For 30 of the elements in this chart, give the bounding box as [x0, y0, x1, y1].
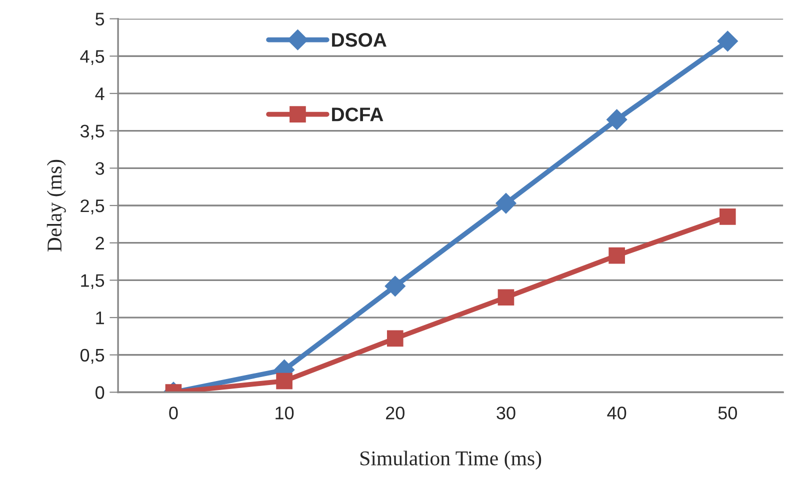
point	[606, 109, 628, 130]
x-tick-label: 40	[607, 406, 626, 420]
x-tick-label: 50	[718, 406, 737, 420]
y-tick-label: 4,5	[80, 50, 104, 65]
point	[496, 192, 516, 214]
point	[386, 330, 404, 347]
y-tick-label: 2	[96, 236, 104, 250]
y-tick-label: 1,5	[81, 274, 104, 290]
y-tick-label: 3,5	[80, 124, 104, 140]
point	[384, 276, 406, 297]
y-tick-label: 0,5	[80, 348, 104, 364]
point	[719, 208, 736, 225]
x-axis-title: Simulation Time (ms)	[360, 450, 542, 470]
legend-label: DCFA	[332, 108, 384, 122]
x-tick-label: 10	[276, 406, 294, 420]
y-tick-label: 1	[96, 312, 104, 324]
y-tick-label: 3	[96, 162, 104, 175]
x-tick-label: 30	[496, 406, 516, 420]
legend-label: DSOA	[332, 33, 386, 47]
y-tick-label: 5	[96, 12, 104, 26]
x-tick-label: 20	[386, 406, 404, 420]
y-tick-label: 0	[96, 386, 104, 399]
point	[498, 289, 514, 306]
point	[717, 30, 738, 52]
y-axis-title: Delay (ms)	[46, 160, 66, 252]
point	[608, 247, 625, 264]
x-tick-label: 0	[169, 406, 178, 420]
y-tick-label: 4	[95, 88, 104, 100]
y-tick-label: 2,5	[80, 199, 104, 214]
point	[276, 372, 292, 390]
